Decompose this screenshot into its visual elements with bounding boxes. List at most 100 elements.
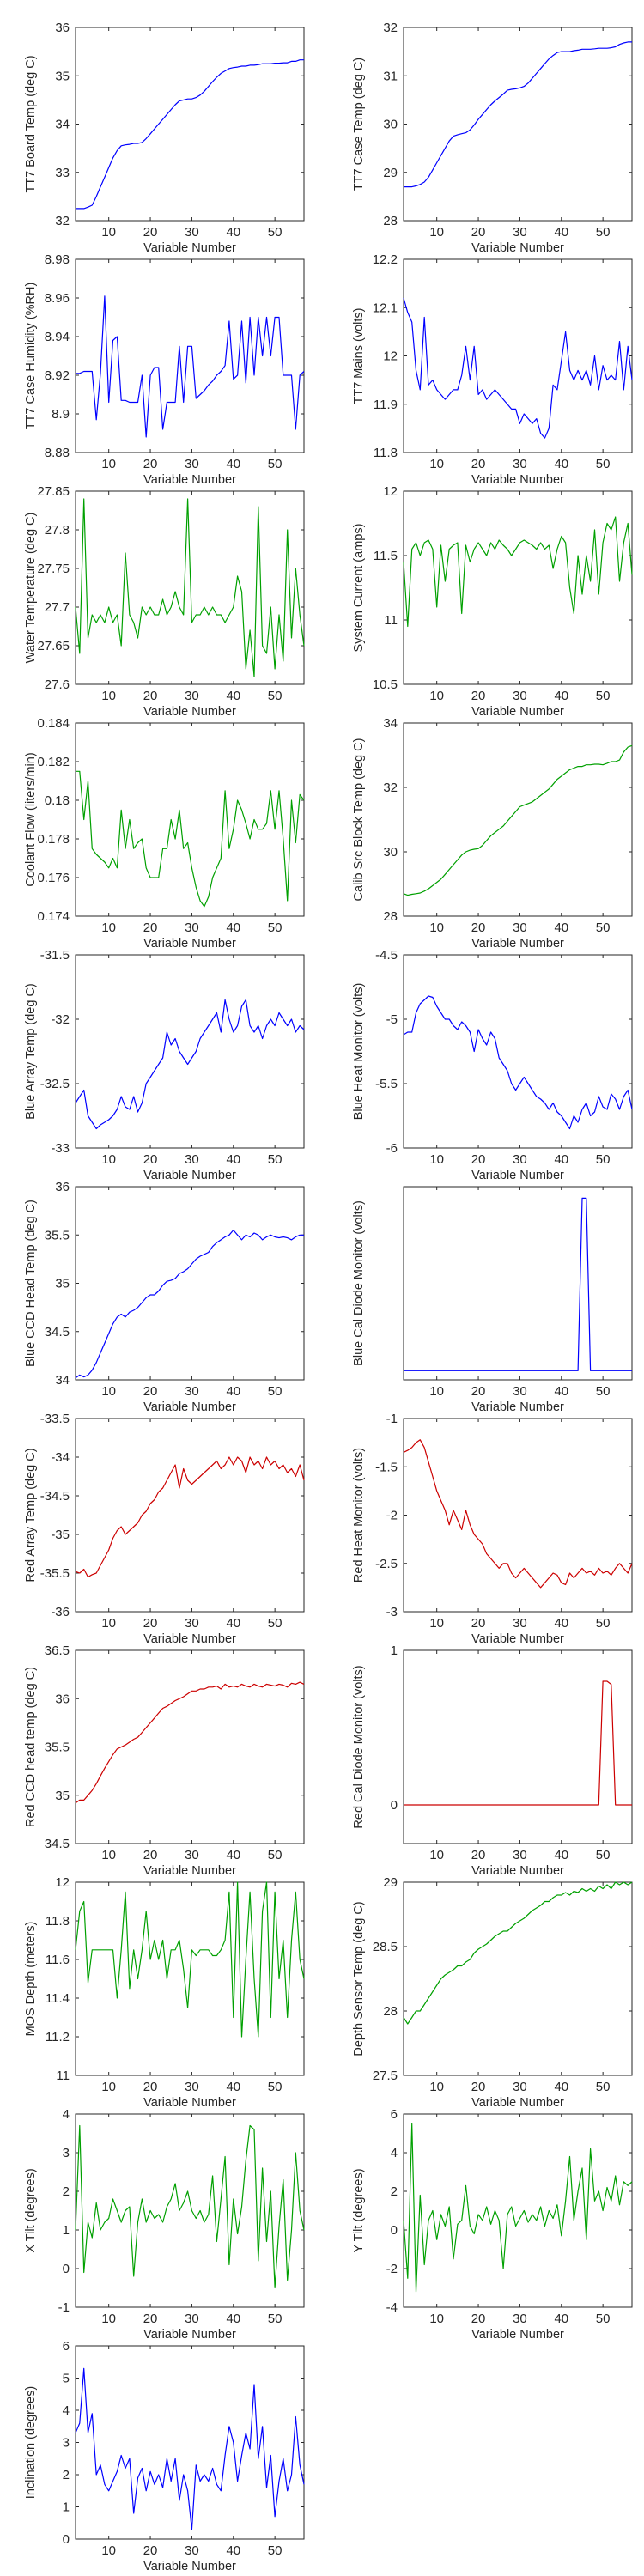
x-axis-label: Variable Number xyxy=(471,937,564,951)
plot-frame xyxy=(75,490,305,685)
y-tick-label: 0 xyxy=(63,2262,70,2276)
series-line xyxy=(76,295,305,438)
series-line xyxy=(75,1881,305,2038)
subplot-13: 10 20 30 40 50 -36 -35.5 -35 -34.5 -34 -33.5 Variab… xyxy=(24,1412,305,1646)
y-tick-label: 12 xyxy=(383,484,398,499)
y-tick-label: 11 xyxy=(384,613,398,628)
x-tick-label: 20 xyxy=(471,457,486,471)
y-tick-label: 35 xyxy=(55,69,70,83)
subplot-10: 10 20 30 40 50 -6 -5.5 -5 -4.5 Variable Number Blu… xyxy=(352,948,633,1182)
x-tick-label: 10 xyxy=(429,225,444,240)
x-tick-label: 40 xyxy=(554,689,568,703)
y-axis-label: Water Temperature (deg C) xyxy=(24,513,38,664)
y-tick-label: 29 xyxy=(383,1875,398,1890)
plot-frame xyxy=(403,1649,633,1844)
y-tick-label: 6 xyxy=(63,2339,70,2354)
y-tick-label: -4 xyxy=(386,2300,398,2315)
x-tick-label: 20 xyxy=(471,920,486,935)
x-tick-label: 30 xyxy=(513,1616,527,1631)
x-tick-label: 10 xyxy=(101,225,116,240)
y-tick-label: 32 xyxy=(55,214,70,228)
x-tick-label: 30 xyxy=(185,689,199,703)
y-axis-label: Blue Array Temp (deg C) xyxy=(24,983,38,1120)
y-tick-label: 0 xyxy=(391,2223,398,2238)
x-tick-label: 50 xyxy=(268,1152,283,1167)
y-tick-label: -36 xyxy=(51,1605,70,1619)
x-tick-label: 10 xyxy=(429,2312,444,2326)
x-tick-label: 30 xyxy=(513,689,527,703)
x-tick-label: 50 xyxy=(268,2080,283,2094)
subplot-9: 10 20 30 40 50 -33 -32.5 -32 -31.5 Variable Numbe… xyxy=(24,948,305,1182)
x-tick-label: 50 xyxy=(596,457,611,471)
series-line xyxy=(403,516,633,628)
plot-frame xyxy=(403,2113,633,2308)
x-axis-label: Variable Number xyxy=(471,473,564,487)
x-tick-label: 10 xyxy=(101,689,116,703)
y-axis-label: Coolant Flow (liters/min) xyxy=(24,752,38,886)
x-axis-label: Variable Number xyxy=(143,473,236,487)
y-tick-label: 0 xyxy=(63,2532,70,2547)
subplot-7: 10 20 30 40 50 0.174 0.176 0.178 0.18 0.182 0.184 V… xyxy=(24,716,305,951)
y-tick-label: 35.5 xyxy=(45,1741,70,1755)
series-line xyxy=(75,999,305,1130)
subplot-18: 10 20 30 40 50 27.5 28 28.5 29 Variable Number Dep… xyxy=(352,1875,633,2110)
y-axis-label: Red Array Temp (deg C) xyxy=(24,1448,38,1582)
x-axis-label: Variable Number xyxy=(471,241,564,255)
y-tick-label: 1 xyxy=(391,1643,398,1658)
series-line xyxy=(403,2123,633,2293)
series-line xyxy=(403,995,633,1130)
x-tick-label: 40 xyxy=(226,1616,240,1631)
subplot-4: 10 20 30 40 50 11.8 11.9 12 12.1 12.2 Variable Num… xyxy=(352,252,633,487)
y-tick-label: 0.174 xyxy=(37,909,70,924)
x-tick-label: 30 xyxy=(513,1848,527,1862)
y-tick-label: 35.5 xyxy=(45,1228,70,1242)
x-tick-label: 40 xyxy=(226,2080,240,2094)
x-tick-label: 50 xyxy=(596,2312,611,2326)
x-tick-label: 30 xyxy=(185,1616,199,1631)
x-tick-label: 30 xyxy=(185,920,199,935)
x-tick-label: 40 xyxy=(226,1384,240,1399)
y-tick-label: 12.1 xyxy=(373,301,398,315)
y-axis-label: Y Tilt (degrees) xyxy=(352,2168,366,2252)
subplot-3: 10 20 30 40 50 8.88 8.9 8.92 8.94 8.96 8.98 Variabl… xyxy=(24,252,305,487)
plot-frame xyxy=(75,722,305,917)
y-tick-label: -6 xyxy=(386,1141,398,1156)
y-tick-label: -4.5 xyxy=(375,948,398,963)
y-tick-label: 2 xyxy=(63,2184,70,2199)
y-tick-label: -32 xyxy=(51,1012,70,1027)
x-tick-label: 50 xyxy=(268,457,283,471)
x-axis-label: Variable Number xyxy=(471,705,564,719)
x-tick-label: 40 xyxy=(226,1848,240,1862)
y-tick-label: 12 xyxy=(55,1875,70,1890)
x-tick-label: 10 xyxy=(429,1616,444,1631)
x-tick-label: 30 xyxy=(185,2312,199,2326)
x-tick-label: 50 xyxy=(596,225,611,240)
y-tick-label: 34 xyxy=(55,118,70,132)
y-tick-label: 28.5 xyxy=(373,1940,398,1954)
y-tick-label: 11.4 xyxy=(46,1991,70,2006)
y-tick-label: -35.5 xyxy=(40,1566,70,1581)
x-tick-label: 10 xyxy=(429,920,444,935)
series-line xyxy=(404,1197,632,1371)
x-tick-label: 40 xyxy=(554,920,568,935)
subplot-12: 10 20 30 40 50 Variable Number Blue Cal Diode … xyxy=(352,1186,633,1414)
x-tick-label: 20 xyxy=(143,920,158,935)
y-tick-label: 36.5 xyxy=(45,1643,70,1658)
x-tick-label: 10 xyxy=(101,1384,116,1399)
subplot-2: 10 20 30 40 50 28 29 30 31 32 Variable Number TT7 C… xyxy=(352,21,633,255)
y-tick-label: -2 xyxy=(386,1509,398,1523)
y-axis-label: Inclination (degrees) xyxy=(24,2386,38,2499)
x-tick-label: 20 xyxy=(471,1616,486,1631)
x-tick-label: 10 xyxy=(429,457,444,471)
x-tick-label: 10 xyxy=(429,2080,444,2094)
subplot-15: 10 20 30 40 50 34.5 35 35.5 36 36.5 Variable Numbe… xyxy=(24,1643,305,1878)
x-tick-label: 20 xyxy=(143,225,158,240)
x-tick-label: 40 xyxy=(554,457,568,471)
y-tick-label: 0 xyxy=(391,1798,398,1813)
series-line xyxy=(76,59,304,210)
x-tick-label: 50 xyxy=(268,1848,283,1862)
series-line xyxy=(75,1229,304,1379)
plot-frame xyxy=(403,1186,633,1381)
x-tick-label: 40 xyxy=(554,2080,568,2094)
x-tick-label: 40 xyxy=(226,689,240,703)
